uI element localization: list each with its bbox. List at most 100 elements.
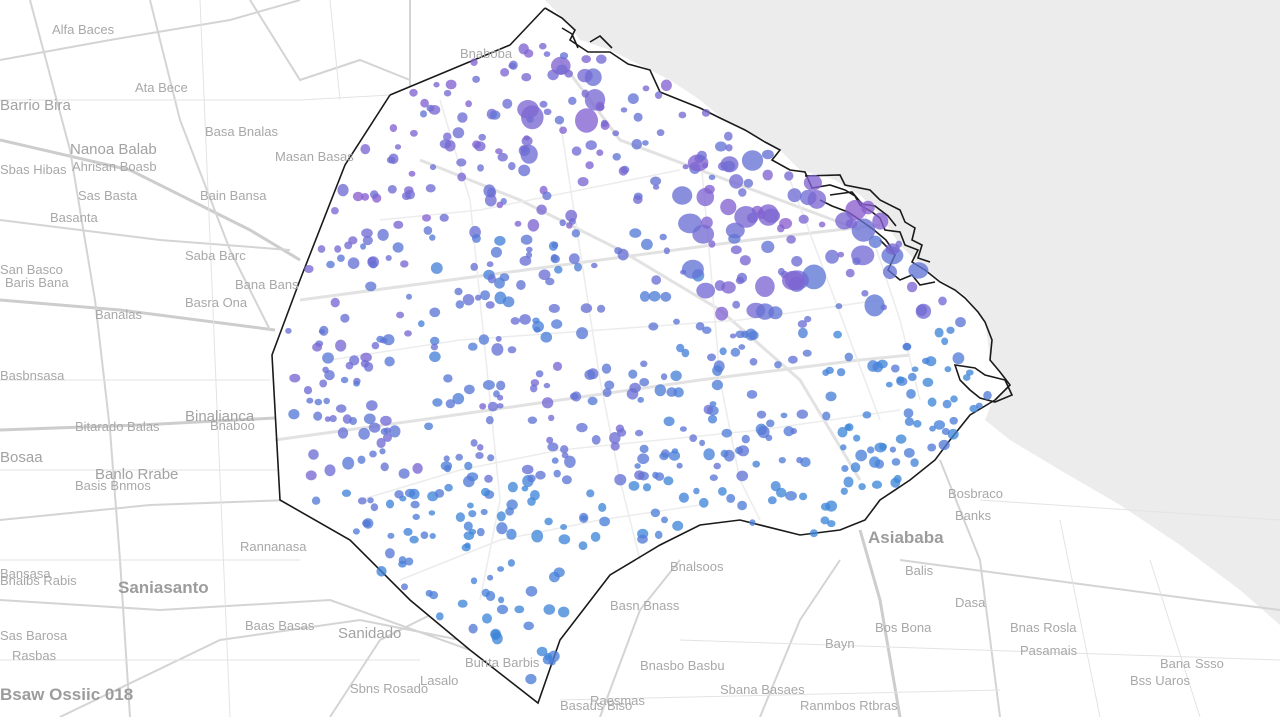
data-point [425,184,436,193]
data-point [729,174,744,189]
data-point [631,139,643,150]
data-point [382,334,395,346]
data-point [809,529,819,538]
data-point [891,364,900,373]
data-point [726,493,736,503]
data-point [357,497,367,505]
data-point [429,533,436,539]
data-point [571,229,581,238]
place-label: Rasbas [12,648,57,663]
data-point [907,372,917,382]
data-point [561,452,569,459]
data-point [384,356,395,367]
data-point [353,380,360,387]
place-label: Baris Bana [5,275,69,290]
data-point [404,330,412,337]
data-point [360,243,367,250]
data-point [680,269,687,275]
place-label: Alfa Baces [52,22,115,37]
data-point [575,108,598,133]
data-point [864,294,885,317]
data-point [648,291,661,302]
data-point [518,43,529,55]
data-point [867,446,875,454]
data-point [715,141,727,152]
data-point [463,531,475,540]
data-point [404,557,414,566]
data-point [559,126,567,134]
data-point [877,359,888,369]
data-point [577,177,589,187]
data-point [497,566,505,572]
data-point [602,388,612,398]
data-point [778,457,786,464]
data-point [610,442,620,451]
data-point [927,397,937,407]
data-point [452,393,465,405]
city-area [272,8,1010,703]
data-point [377,228,389,241]
place-label: Bana [1160,656,1191,671]
data-point [693,487,700,495]
data-point [874,442,887,453]
data-point [521,485,529,492]
data-point [470,439,478,447]
data-point [392,242,404,253]
data-point [871,480,883,489]
data-point [840,487,848,495]
data-point [668,450,681,461]
data-point [337,183,349,197]
data-point [360,359,369,368]
data-point [433,81,440,88]
data-point [362,235,373,246]
data-point [788,355,798,364]
data-point [676,462,683,469]
data-point [661,516,668,524]
data-point [913,420,922,428]
data-point [565,209,578,222]
data-point [365,281,377,292]
data-point [571,391,582,402]
data-point [966,369,974,376]
place-label: Basaus Biso [560,698,632,713]
data-point [464,384,475,395]
data-point [430,336,440,346]
place-label: Balis [905,563,934,578]
data-point [761,149,774,160]
data-point [418,320,425,328]
data-point [543,382,551,389]
data-point [454,287,463,296]
data-point [544,517,553,526]
data-point [539,100,548,108]
place-label: Asiababa [868,528,944,547]
data-point [543,604,556,615]
data-point [400,260,409,268]
data-point [650,508,661,518]
data-point [614,474,627,486]
data-point [639,378,650,387]
data-point [523,135,530,141]
data-point [535,370,544,378]
data-point [766,419,775,428]
data-point [319,325,329,336]
data-point [358,427,370,440]
data-point [553,567,565,578]
data-point [385,255,392,261]
data-point [527,474,536,483]
data-point [385,548,395,559]
data-point [304,265,314,273]
data-point [408,488,420,500]
data-point [482,613,492,624]
place-label: Raesmas [590,693,645,708]
data-point [903,408,914,418]
data-point [313,411,323,421]
data-point [335,339,347,352]
data-point [340,376,349,384]
data-point [490,628,501,640]
place-label: Nanoa Balab [70,141,157,158]
data-point [487,574,494,581]
data-point [471,233,481,243]
data-point [652,184,660,190]
data-point [938,296,947,306]
